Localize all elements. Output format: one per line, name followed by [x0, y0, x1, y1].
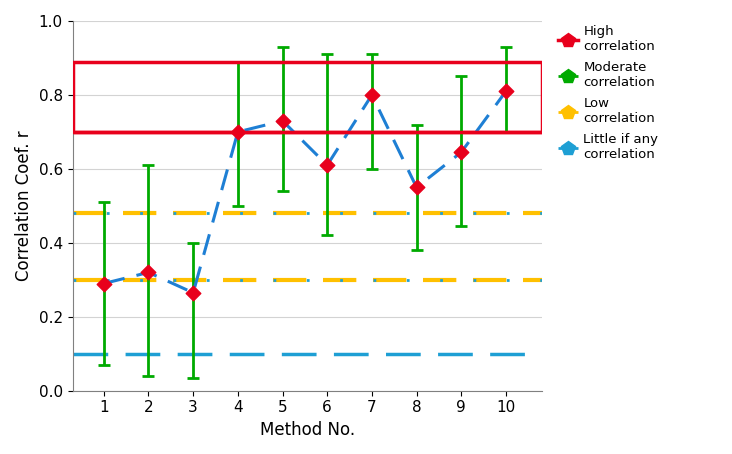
Bar [72, 62, 542, 132]
Point [500, 88, 512, 95]
Point [411, 184, 422, 191]
Point [98, 280, 110, 287]
Point [321, 162, 333, 169]
Point [187, 289, 199, 296]
Point [143, 269, 154, 276]
Legend: High
correlation, Moderate
correlation, Low
correlation, Little if any
correlati: High correlation, Moderate correlation, … [553, 20, 664, 167]
Point [232, 128, 244, 136]
Point [455, 148, 467, 156]
Y-axis label: Correlation Coef. r: Correlation Coef. r [15, 131, 33, 281]
Point [366, 91, 378, 99]
X-axis label: Method No.: Method No. [260, 421, 355, 439]
Point [277, 117, 288, 124]
